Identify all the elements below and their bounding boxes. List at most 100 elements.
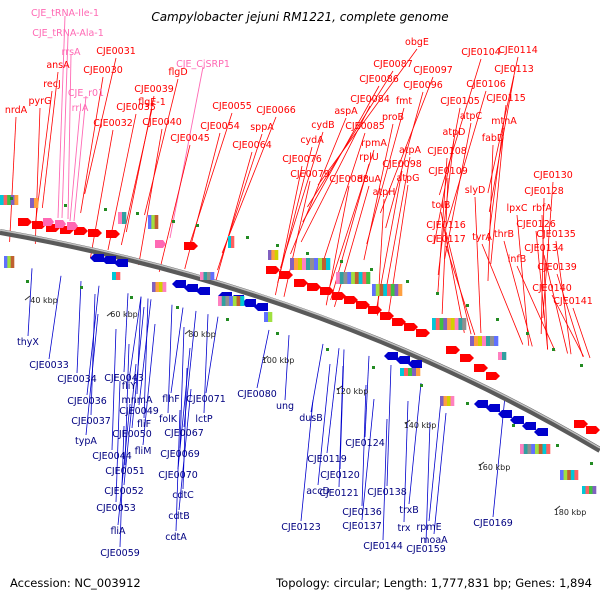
track-marker	[196, 224, 199, 227]
forward-gene-label: CJE0079	[290, 169, 330, 180]
feature-block	[527, 444, 532, 454]
forward-gene-leader	[385, 156, 411, 294]
feature-block	[482, 336, 487, 346]
feature-block	[34, 198, 39, 208]
forward-gene-leader	[138, 128, 163, 266]
feature-block	[218, 296, 223, 306]
reverse-gene-label: CJE0071	[186, 394, 226, 405]
track-marker	[80, 286, 83, 289]
forward-gene-label: CJE0130	[533, 170, 573, 181]
kbp-tick	[262, 355, 269, 361]
reverse-gene-label: CJE0121	[319, 488, 359, 499]
forward-gene-leader	[107, 113, 137, 251]
forward-gene-arrow	[356, 301, 370, 309]
reverse-gene-leader	[119, 425, 125, 548]
forward-gene-leader	[441, 177, 449, 315]
feature-block	[225, 296, 230, 306]
forward-gene-arrow	[320, 287, 334, 295]
feature-block	[366, 272, 371, 284]
forward-gene-label: CJE0084	[350, 94, 390, 105]
forward-gene-leader	[376, 198, 385, 316]
forward-gene-leader	[320, 132, 366, 270]
feature-block	[310, 258, 315, 270]
rna-gene-label: rrsA	[61, 47, 81, 58]
feature-block	[336, 272, 341, 284]
forward-gene-leader	[540, 197, 545, 335]
forward-gene-leader	[387, 184, 409, 318]
feature-block	[531, 444, 536, 454]
rna-gene-label: rrlA	[72, 103, 89, 114]
forward-gene-leader	[277, 146, 313, 284]
forward-gene-arrow	[332, 292, 346, 300]
feature-block	[148, 215, 152, 229]
reverse-gene-label: CJE0037	[71, 416, 111, 427]
forward-gene-leader	[572, 307, 591, 359]
kbp-tick-label: 60 kbp	[110, 310, 138, 319]
reverse-gene-arrow	[396, 356, 410, 364]
reverse-gene-leader	[123, 363, 137, 486]
track-marker	[372, 366, 375, 369]
forward-gene-arrow	[307, 283, 321, 291]
forward-gene-label: CJE0113	[494, 64, 534, 75]
reverse-gene-leader	[90, 293, 96, 416]
kbp-tick	[184, 329, 191, 335]
forward-gene-arrow	[486, 372, 500, 380]
forward-gene-leader	[437, 157, 448, 295]
track-marker	[512, 424, 515, 427]
reverse-gene-label: CJE0124	[345, 438, 385, 449]
forward-gene-label: CJE0106	[466, 79, 506, 90]
forward-gene-label: proB	[382, 112, 404, 123]
feature-block	[416, 368, 421, 376]
track-marker	[226, 318, 229, 321]
feature-block	[314, 258, 319, 270]
feature-block	[207, 272, 211, 280]
reverse-gene-leader	[138, 299, 152, 406]
feature-block	[268, 250, 272, 260]
forward-gene-label: CJE0088	[329, 174, 369, 185]
track-marker	[276, 332, 279, 335]
feature-block	[306, 258, 311, 270]
forward-gene-leader	[543, 254, 568, 354]
track-marker	[276, 244, 279, 247]
feature-block	[443, 318, 448, 330]
feature-block	[447, 318, 452, 330]
forward-gene-arrow	[266, 266, 280, 274]
reverse-gene-leader	[167, 304, 173, 414]
reverse-gene-leader	[136, 296, 142, 395]
reverse-gene-leader	[86, 285, 100, 396]
feature-block	[490, 336, 495, 346]
forward-gene-label: atpH	[373, 187, 396, 198]
forward-gene-label: atpD	[443, 127, 466, 138]
reverse-gene-label: lctP	[195, 414, 213, 425]
feature-block	[318, 258, 323, 270]
feature-block	[274, 250, 279, 260]
reverse-gene-label: cdtA	[165, 532, 187, 543]
feature-block	[298, 258, 303, 270]
forward-gene-label: atpA	[399, 145, 422, 156]
rna-gene-arrow	[67, 222, 78, 230]
kbp-tick-label: 160 kbp	[478, 463, 511, 472]
forward-gene-leader	[542, 181, 554, 319]
reverse-gene-arrow	[90, 254, 104, 262]
forward-gene-arrow	[380, 312, 394, 320]
track-marker	[370, 268, 373, 271]
feature-block	[10, 256, 15, 268]
feature-block	[538, 444, 543, 454]
feature-block	[486, 336, 491, 346]
forward-gene-leader	[503, 240, 533, 347]
forward-gene-label: lpxC	[507, 203, 528, 214]
forward-gene-label: CJE0086	[359, 74, 399, 85]
feature-block	[574, 470, 579, 480]
reverse-gene-leader	[364, 355, 370, 438]
forward-gene-label: CJE0032	[93, 118, 133, 129]
reverse-gene-leader	[111, 328, 117, 451]
kbp-tick	[336, 385, 343, 391]
rna-leader	[57, 15, 66, 219]
forward-gene-leader	[488, 75, 515, 213]
feature-block	[155, 282, 160, 292]
forward-gene-label: CJE0040	[142, 117, 182, 128]
forward-gene-arrow	[404, 323, 418, 331]
reverse-gene-label: CJE0067	[164, 428, 204, 439]
reverse-gene-leader	[123, 293, 129, 373]
